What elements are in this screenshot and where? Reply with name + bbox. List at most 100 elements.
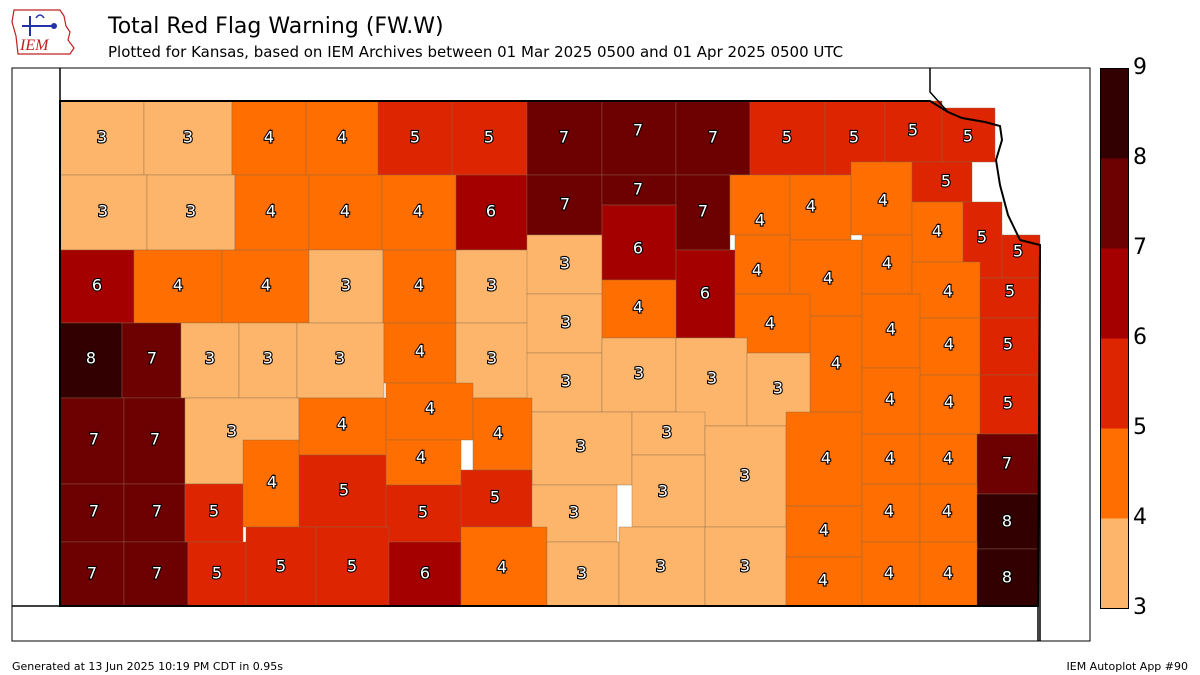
county-value-label: 4 (823, 269, 833, 288)
county-value-label: 4 (337, 128, 347, 147)
county-value-label: 4 (818, 571, 828, 590)
county-92 (123, 541, 189, 607)
county-value-label: 3 (263, 349, 273, 368)
county-59 (675, 337, 748, 427)
county-value-label: 5 (209, 502, 219, 521)
county-value-label: 5 (484, 128, 494, 147)
county-57 (526, 352, 603, 413)
county-value-label: 4 (884, 564, 894, 583)
county-value-label: 7 (698, 202, 708, 221)
county-37 (675, 249, 736, 339)
county-value-label: 5 (908, 121, 918, 140)
county-value-label: 5 (1003, 394, 1013, 413)
county-50 (526, 293, 603, 354)
county-value-label: 4 (944, 393, 954, 412)
county-65 (385, 382, 474, 441)
county-70 (785, 411, 863, 507)
county-layer (59, 100, 1041, 607)
county-value-label: 7 (633, 121, 643, 140)
county-value-label: 6 (92, 276, 102, 295)
neighbor-border-ne (929, 68, 949, 113)
county-71 (861, 367, 921, 435)
county-value-label: 4 (884, 502, 894, 521)
map-title: Total Red Flag Warning (FW.W) (108, 14, 444, 39)
county-value-label: 4 (416, 448, 426, 467)
iem-logo: IEM (11, 9, 75, 55)
county-value-label: 3 (335, 349, 345, 368)
county-47 (296, 322, 385, 399)
county-value-label: 3 (341, 276, 351, 295)
county-61 (59, 397, 125, 485)
county-98 (546, 541, 620, 607)
county-14 (146, 174, 236, 251)
county-73 (979, 374, 1040, 435)
county-value-label: 5 (849, 128, 859, 147)
county-28 (1001, 234, 1041, 279)
county-102 (861, 541, 921, 607)
county-0 (59, 100, 145, 176)
county-value-label: 4 (633, 298, 643, 317)
county-value-label: 4 (425, 399, 435, 418)
county-value-label: 3 (569, 503, 579, 522)
kansas-state-outline (59, 100, 1042, 607)
county-value-label: 3 (707, 369, 717, 388)
county-16 (308, 174, 383, 251)
county-64 (298, 397, 387, 456)
county-74 (385, 439, 462, 486)
colorbar-bin-1 (1100, 428, 1129, 519)
county-89 (919, 483, 978, 543)
county-value-label: 6 (486, 202, 496, 221)
county-value-label: 5 (1013, 242, 1023, 261)
county-value-label: 7 (89, 502, 99, 521)
county-72 (919, 374, 981, 435)
county-18 (455, 174, 528, 251)
county-value-label: 4 (493, 424, 503, 443)
county-value-label: 3 (740, 557, 750, 576)
county-value-label: 7 (560, 195, 570, 214)
colorbar-tick: 3 (1133, 595, 1147, 620)
county-90 (976, 493, 1039, 550)
county-42 (979, 277, 1040, 319)
county-value-label: 3 (773, 379, 783, 398)
county-value-label: 3 (183, 128, 193, 147)
county-label-layer: 3 3 4 4 5 5 7 7 7 5 5 5 5 3 3 4 4 4 6 7 7 7 4 4 4 5 4 5 5 6 4 4 3 4 3 3 6 6 4 4… (85, 119, 1024, 590)
colorbar-tick: 7 (1133, 235, 1147, 260)
county-value-label: 3 (561, 313, 571, 332)
county-value-label: 5 (410, 128, 420, 147)
county-6 (526, 100, 603, 176)
county-17 (381, 174, 457, 251)
county-12 (941, 107, 996, 163)
neighbor-border-west (12, 68, 61, 607)
county-value-label: 4 (173, 276, 183, 295)
county-value-label: 4 (821, 449, 831, 468)
county-value-label: 7 (708, 128, 718, 147)
county-8 (675, 100, 751, 176)
county-value-label: 3 (487, 349, 497, 368)
county-84 (184, 483, 244, 543)
county-value-label: 3 (98, 202, 108, 221)
county-value-label: 7 (87, 564, 97, 583)
county-value-label: 4 (765, 314, 775, 333)
county-value-label: 4 (885, 449, 895, 468)
county-value-label: 7 (152, 502, 162, 521)
county-value-label: 3 (576, 437, 586, 456)
county-38 (734, 234, 791, 295)
county-79 (861, 433, 921, 485)
county-76 (298, 454, 387, 528)
county-value-label: 3 (227, 422, 237, 441)
colorbar-tick: 9 (1133, 55, 1147, 80)
county-value-label: 7 (150, 430, 160, 449)
county-value-label: 8 (1002, 568, 1012, 587)
colorbar-tick: 8 (1133, 145, 1147, 170)
county-35 (526, 234, 603, 295)
county-20 (601, 174, 677, 206)
county-69 (704, 425, 787, 528)
kansas-county-map: 3 3 4 4 5 5 7 7 7 5 5 5 5 3 3 4 4 4 6 7 7 7 4 4 4 5 4 5 5 6 4 4 3 4 3 3 6 6 4 4… (11, 67, 1091, 642)
county-value-label: 4 (943, 564, 953, 583)
county-value-label: 5 (1003, 335, 1013, 354)
colorbar-bin-2 (1100, 338, 1129, 429)
county-value-label: 4 (885, 390, 895, 409)
county-value-label: 4 (943, 282, 953, 301)
county-value-label: 4 (882, 254, 892, 273)
county-value-label: 4 (264, 128, 274, 147)
